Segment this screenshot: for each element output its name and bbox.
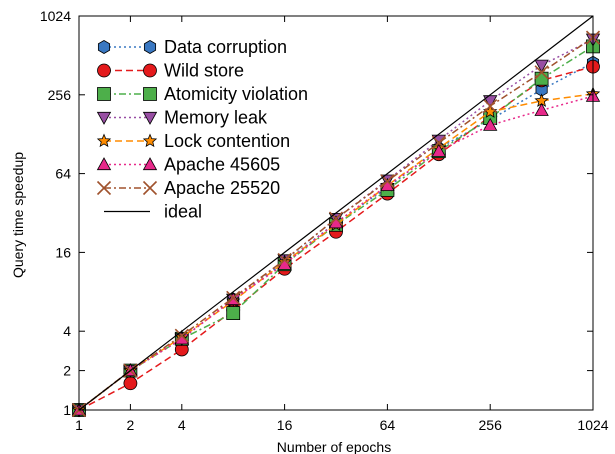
legend-label: ideal (164, 202, 202, 222)
y-tick-label: 4 (63, 323, 71, 339)
legend-label: Atomicity violation (164, 84, 308, 104)
legend-label: Lock contention (164, 131, 290, 151)
y-axis-label: Query time speedup (10, 152, 26, 278)
data-point-apache-45605 (534, 102, 549, 116)
legend-marker (97, 40, 111, 54)
x-tick-label: 2 (127, 417, 135, 433)
legend-label: Apache 25520 (164, 178, 280, 198)
data-point-apache-25520 (174, 328, 189, 343)
x-tick-label: 256 (479, 417, 503, 433)
data-point-apache-25520 (328, 211, 344, 226)
legend: Data corruption Wild store Atomicity viola… (96, 37, 308, 222)
legend-marker (96, 157, 112, 171)
y-tick-label: 64 (55, 166, 71, 182)
chart-marks (71, 15, 601, 418)
legend-marker (143, 40, 157, 54)
data-point-memory-leak (534, 59, 549, 73)
legend-marker (143, 63, 157, 78)
data-point-wild-store (123, 376, 138, 391)
y-tick-label: 16 (55, 244, 71, 260)
legend-entry-wild-store: Wild store (97, 61, 244, 81)
legend-entry-apache-45605: Apache 45605 (96, 155, 280, 175)
legend-marker (142, 133, 158, 148)
legend-marker (143, 87, 157, 101)
axis-ticks: 1 2 4 16 64 256 1024 1 2 4 16 64 256 1024 (40, 8, 609, 433)
legend-label: Data corruption (164, 37, 287, 57)
data-point-memory-leak (483, 95, 498, 109)
series-line-lock-contention (78, 93, 594, 411)
legend-label: Wild store (164, 61, 244, 81)
y-tick-label: 2 (63, 363, 71, 379)
legend-marker (97, 87, 111, 101)
legend-marker (142, 111, 158, 125)
legend-entry-apache-25520: Apache 25520 (96, 178, 280, 198)
x-axis-label: Number of epochs (277, 439, 391, 454)
legend-marker (97, 63, 111, 78)
y-tick-label: 1 (63, 402, 71, 418)
x-tick-label: 64 (380, 417, 396, 433)
legend-marker (96, 133, 112, 148)
data-point-atomicity-violation (226, 306, 241, 320)
x-tick-label: 4 (178, 417, 186, 433)
data-point-apache-25520 (226, 290, 241, 305)
y-tick-label: 1024 (40, 8, 71, 24)
legend-entry-memory-leak: Memory leak (96, 108, 268, 128)
legend-marker (142, 157, 158, 171)
data-point-apache-45605 (431, 143, 446, 157)
legend-marker (96, 180, 112, 196)
legend-label: Memory leak (164, 108, 268, 128)
data-point-atomicity-violation (534, 71, 549, 86)
plot-border (78, 15, 594, 411)
series-ideal (78, 15, 594, 411)
data-point-apache-45605 (483, 117, 498, 131)
x-tick-label: 1024 (577, 417, 608, 433)
series-line-apache-45605 (78, 95, 594, 411)
legend-label: Apache 45605 (164, 155, 280, 175)
x-tick-label: 1 (75, 417, 83, 433)
plot-frame (78, 15, 594, 411)
legend-marker (142, 180, 158, 196)
data-point-apache-25520 (534, 65, 549, 80)
legend-entry-lock-contention: Lock contention (96, 131, 290, 151)
x-tick-label: 16 (277, 417, 293, 433)
series-line-ideal (78, 15, 594, 411)
data-point-apache-25520 (483, 98, 498, 114)
y-tick-label: 256 (48, 87, 72, 103)
legend-entry-ideal: ideal (104, 202, 202, 222)
legend-entry-data-corruption: Data corruption (97, 37, 287, 57)
data-point-apache-25520 (431, 135, 446, 150)
series-lock-contention (71, 86, 601, 417)
legend-marker (96, 111, 112, 125)
legend-entry-atomicity-violation: Atomicity violation (97, 84, 308, 104)
